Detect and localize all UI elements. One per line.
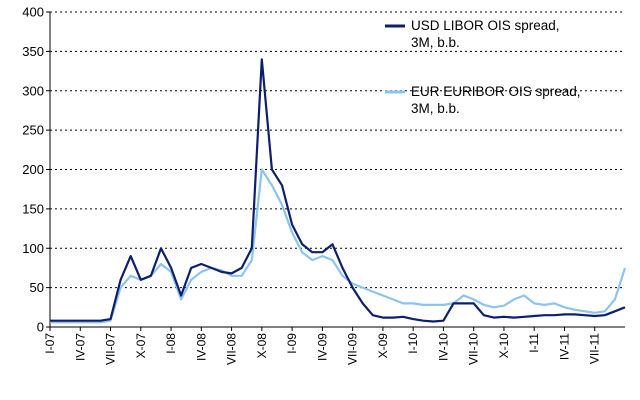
y-tick-label: 300: [22, 83, 44, 98]
y-tick-label: 50: [30, 280, 44, 295]
x-tick-label: VII-08: [225, 333, 239, 365]
series-usd-line: [50, 58, 626, 323]
series-eur-line: [50, 168, 627, 324]
y-tick-labels: 0 50 100 150 200 250 300 350 400: [22, 5, 44, 335]
series-lines: [50, 58, 627, 324]
x-tick-label: VII-10: [467, 333, 481, 365]
legend-label: USD LIBOR OIS spread,: [411, 18, 560, 33]
gridlines: [50, 11, 625, 289]
y-tick-label: 400: [22, 5, 44, 20]
x-tick-label: VII-07: [104, 333, 118, 365]
y-tick-label: 200: [22, 162, 44, 177]
legend-label: 3M, b.b.: [411, 35, 460, 50]
x-tick-label: X-10: [497, 333, 511, 359]
x-tick-labels: I-07 IV-07 VII-07 X-07 I-08 IV-08 VII-08 X-08 I-…: [43, 327, 602, 365]
x-tick-label: I-07: [43, 333, 57, 354]
x-tick-label: I-08: [164, 333, 178, 354]
y-tick-label: 150: [22, 201, 44, 216]
legend: USD LIBOR OIS spread, 3M, b.b. EUR EURIBOR…: [385, 18, 581, 116]
x-tick-label: IV-09: [315, 333, 329, 361]
legend-label: 3M, b.b.: [411, 101, 460, 116]
x-tick-label: IV-10: [436, 333, 450, 361]
x-tick-label: VII-11: [588, 333, 602, 364]
x-tick-label: IV-07: [73, 333, 87, 361]
x-tick-label: X-09: [376, 333, 390, 359]
y-tick-label: 350: [22, 44, 44, 59]
x-tick-label: IV-08: [194, 333, 208, 361]
x-tick-label: X-07: [134, 333, 148, 359]
x-tick-label: VII-09: [346, 333, 360, 365]
x-tick-label: I-10: [406, 333, 420, 354]
x-tick-label: IV-11: [557, 333, 571, 360]
axes: [46, 11, 625, 328]
x-tick-label: I-11: [527, 333, 541, 353]
y-tick-label: 100: [22, 241, 44, 256]
y-tick-label: 250: [22, 123, 44, 138]
x-tick-label: I-09: [285, 333, 299, 354]
legend-label: EUR EURIBOR OIS spread,: [411, 84, 581, 99]
y-tick-label: 0: [37, 320, 44, 335]
x-tick-label: X-08: [255, 333, 269, 359]
